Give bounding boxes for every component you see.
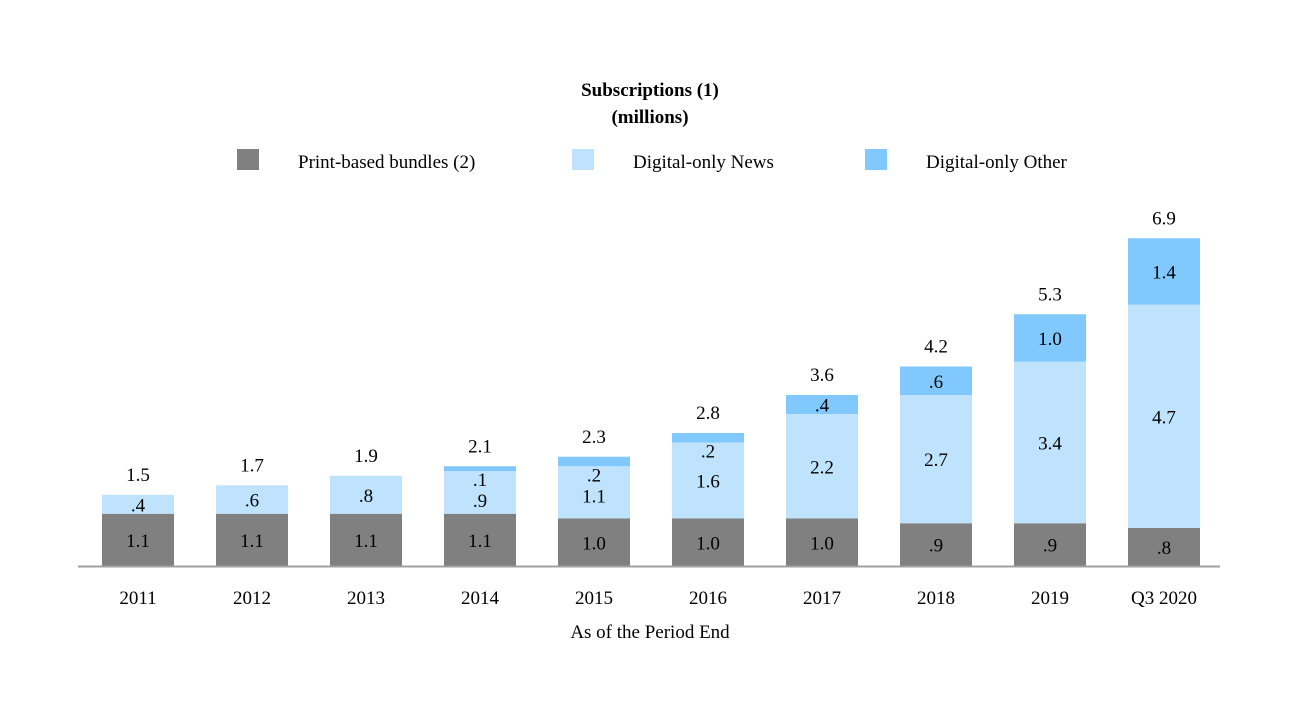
total-label: 3.6 — [810, 365, 834, 386]
total-label: 2.3 — [582, 427, 606, 448]
legend: Print-based bundles (2) Digital-only News… — [237, 149, 1068, 173]
bar-segment — [216, 485, 288, 514]
segment-label: 1.0 — [696, 533, 720, 554]
bar-segment — [444, 513, 516, 566]
legend-label: Digital-only News — [633, 152, 774, 173]
segment-label: 1.0 — [1038, 329, 1062, 350]
total-label: 6.9 — [1152, 208, 1176, 229]
segment-label: 1.1 — [468, 531, 492, 552]
bars: .41.11.5.61.11.7.81.11.9.1.91.12.1.21.11… — [102, 208, 1200, 566]
x-tick-labels: 2011 2012 2013 2014 2015 2016 2017 2018 2019 Q3 2… — [119, 588, 1197, 609]
legend-swatch — [865, 149, 887, 170]
bar-segment — [216, 513, 288, 566]
total-label: 2.1 — [468, 436, 492, 457]
bar-segment — [558, 456, 630, 467]
total-label: 1.7 — [240, 455, 264, 476]
x-axis-label: As of the Period End — [570, 622, 730, 643]
segment-label: 1.1 — [126, 531, 150, 552]
x-tick-label: 2015 — [575, 588, 613, 609]
bar-segment — [900, 366, 972, 395]
bar-segment — [330, 475, 402, 514]
segment-label: 1.4 — [1152, 263, 1176, 284]
bar-segment — [1014, 314, 1086, 362]
bar-segment — [330, 513, 402, 566]
segment-label: 1.0 — [810, 533, 834, 554]
total-label: 1.5 — [126, 465, 150, 486]
bar-segment — [900, 523, 972, 566]
bar-segment — [900, 395, 972, 524]
bar-segment — [444, 471, 516, 514]
segment-label: .2 — [587, 465, 601, 486]
segment-label: .4 — [815, 396, 830, 417]
segment-label: .9 — [473, 491, 487, 512]
segment-label: .9 — [929, 536, 943, 557]
segment-label: .6 — [929, 372, 943, 393]
bar-segment — [1014, 523, 1086, 566]
segment-label: 2.2 — [810, 457, 834, 478]
bar-segment — [672, 433, 744, 443]
segment-label: .8 — [1157, 538, 1171, 559]
bar-segment — [1128, 304, 1200, 528]
legend-label: Digital-only Other — [926, 152, 1068, 173]
x-tick-label: 2013 — [347, 588, 385, 609]
segment-label: 2.7 — [924, 450, 948, 471]
bar-segment — [444, 466, 516, 471]
segment-label: 1.0 — [582, 533, 606, 554]
x-tick-label: 2011 — [119, 588, 156, 609]
segment-label: 1.1 — [582, 486, 606, 507]
bar-segment — [786, 414, 858, 519]
segment-label: 3.4 — [1038, 434, 1062, 455]
total-label: 5.3 — [1038, 284, 1062, 305]
total-label: 1.9 — [354, 446, 378, 467]
segment-label: 1.1 — [354, 531, 378, 552]
chart-title: Subscriptions (1) — [581, 80, 719, 101]
bar-segment — [102, 494, 174, 514]
segment-label: .9 — [1043, 536, 1057, 557]
x-tick-label: 2019 — [1031, 588, 1069, 609]
x-tick-label: 2012 — [233, 588, 271, 609]
x-tick-label: 2014 — [461, 588, 500, 609]
bar-segment — [1128, 238, 1200, 305]
bar-segment — [786, 518, 858, 566]
bar-segment — [558, 466, 630, 519]
bar-segment — [786, 395, 858, 414]
total-label: 4.2 — [924, 337, 948, 358]
bar-segment — [672, 442, 744, 519]
legend-swatch — [237, 149, 259, 170]
bar-segment — [1128, 528, 1200, 566]
bar-segment — [672, 518, 744, 566]
x-tick-label: 2016 — [689, 588, 727, 609]
x-tick-label: 2018 — [917, 588, 955, 609]
segment-label: .8 — [359, 486, 373, 507]
segment-label: .4 — [131, 495, 146, 516]
legend-swatch — [572, 149, 594, 170]
segment-label: 1.6 — [696, 472, 720, 493]
x-tick-label: Q3 2020 — [1131, 588, 1197, 609]
segment-label: .2 — [701, 442, 715, 463]
total-label: 2.8 — [696, 403, 720, 424]
segment-label: .6 — [245, 491, 259, 512]
bar-segment — [558, 518, 630, 566]
chart-subtitle: (millions) — [611, 107, 688, 128]
legend-label: Print-based bundles (2) — [298, 152, 475, 173]
bar-segment — [102, 513, 174, 566]
segment-label: 1.1 — [240, 531, 264, 552]
segment-label: .1 — [473, 470, 487, 491]
x-tick-label: 2017 — [803, 588, 841, 609]
segment-label: 4.7 — [1152, 407, 1176, 428]
bar-segment — [1014, 361, 1086, 524]
